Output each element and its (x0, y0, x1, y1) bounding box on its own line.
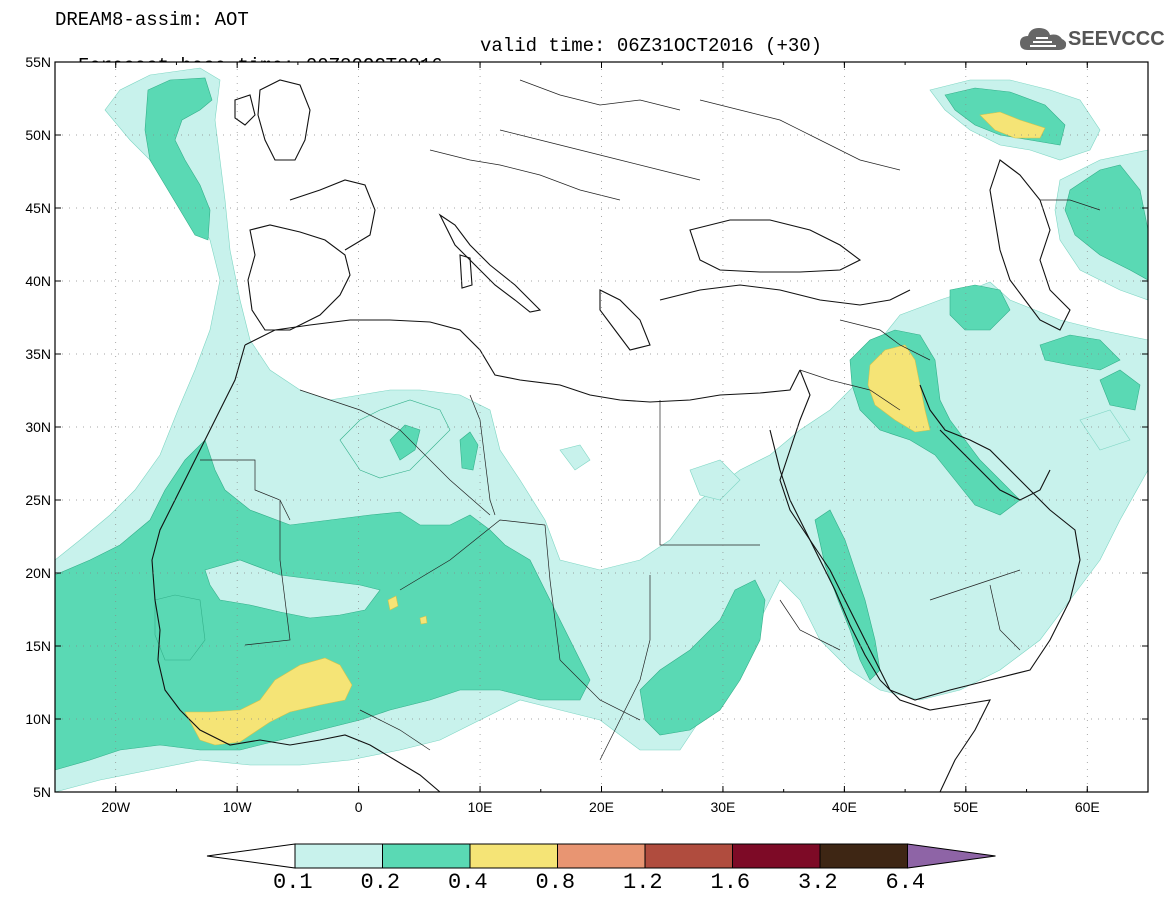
lon-label: 10W (223, 799, 253, 815)
axis-ticks (54, 61, 1149, 793)
lon-label: 10E (468, 799, 493, 815)
lat-label: 10N (25, 711, 51, 727)
longitude-labels: 20W 10W 0 10E 20E 30E 40E 50E 60E (101, 799, 1099, 815)
lat-label: 50N (25, 127, 51, 143)
lon-label: 30E (710, 799, 735, 815)
grid-lines (55, 62, 1148, 792)
lon-label: 20W (101, 799, 131, 815)
colorbar-label: 6.4 (885, 870, 926, 895)
seevccc-logo: SEEVCCC (1018, 24, 1165, 58)
lon-label: 40E (832, 799, 857, 815)
colorbar-segment (382, 843, 471, 869)
valid-time: valid time: 06Z31OCT2016 (+30) (480, 35, 823, 57)
colorbar-segment (644, 843, 733, 869)
lon-label: 50E (953, 799, 978, 815)
colorbar-label: 1.2 (623, 870, 663, 895)
coastlines (151, 79, 1081, 792)
map-title: DREAM8-assim: AOT (55, 9, 249, 31)
lat-label: 5N (33, 784, 51, 800)
lat-label: 35N (25, 346, 51, 362)
lat-label: 40N (25, 273, 51, 289)
logo-text: SEEVCCC (1068, 28, 1165, 50)
colorbar-over-arrow (907, 843, 996, 869)
colorbar-segment (732, 843, 821, 869)
lat-label: 55N (25, 54, 51, 70)
colorbar-label: 0.4 (448, 870, 488, 895)
lat-label: 15N (25, 638, 51, 654)
colorbar (206, 843, 996, 869)
colorbar-label: 0.2 (360, 870, 401, 895)
lon-label: 0 (355, 799, 363, 815)
colorbar-label: 1.6 (710, 870, 751, 895)
borders (200, 79, 1101, 761)
lat-label: 25N (25, 492, 51, 508)
colorbar-label: 0.1 (273, 870, 313, 895)
colorbar-under-arrow (206, 843, 296, 869)
colorbar-segment (294, 843, 383, 869)
cloud-icon (1020, 28, 1067, 50)
lat-label: 30N (25, 419, 51, 435)
lon-label: 60E (1075, 799, 1100, 815)
lat-label: 45N (25, 200, 51, 216)
aot-0.4-contour (184, 111, 1046, 746)
lon-label: 20E (589, 799, 614, 815)
colorbar-segment (557, 843, 646, 869)
latitude-labels: 55N 50N 45N 40N 35N 30N 25N 20N 15N 10N 5N (25, 54, 51, 800)
lat-label: 20N (25, 565, 51, 581)
colorbar-segment (469, 843, 558, 869)
colorbar-label: 0.8 (535, 870, 576, 895)
colorbar-segment (819, 843, 908, 869)
colorbar-label: 3.2 (798, 870, 838, 895)
